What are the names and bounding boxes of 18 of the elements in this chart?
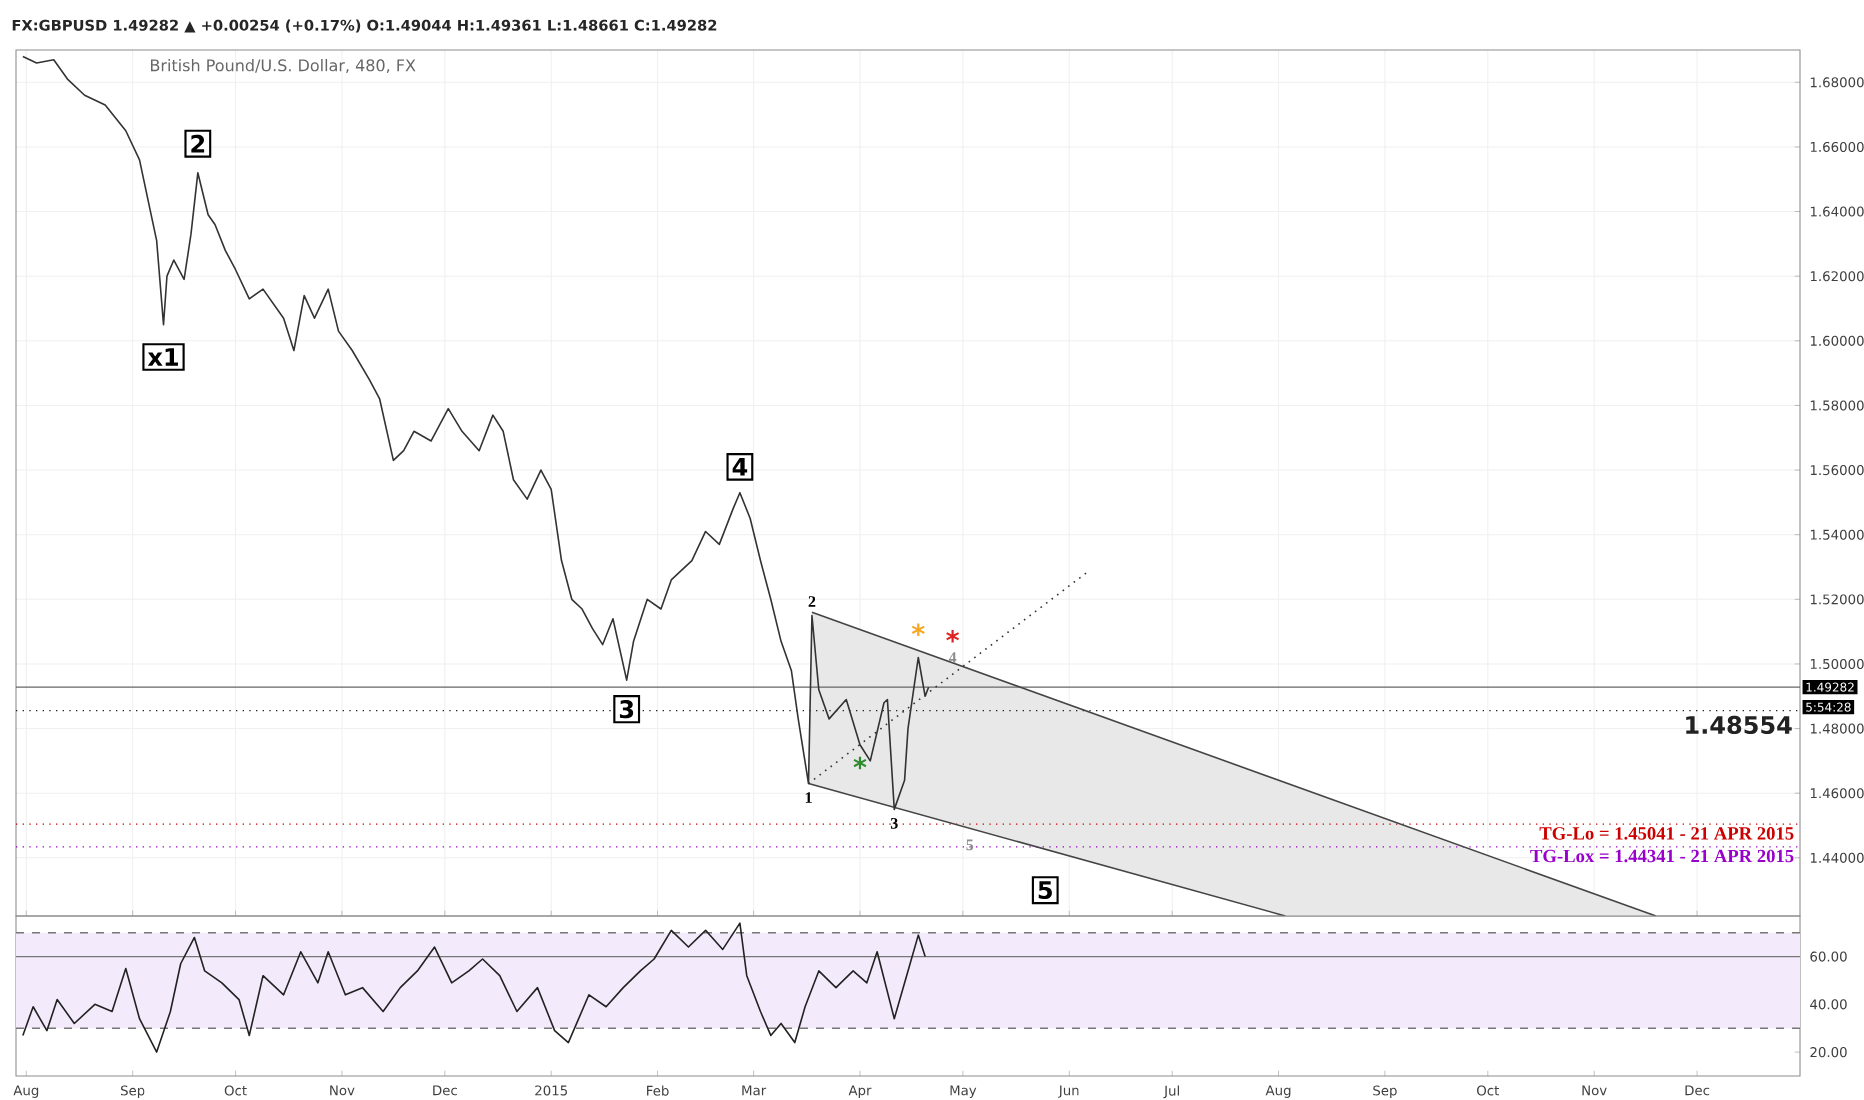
annotation: 2 [808, 596, 816, 607]
ref-line-label: TG-Lox = 1.44341 - 21 APR 2015 [1530, 849, 1794, 863]
annotation: 4 [948, 652, 957, 663]
ref-line-label: TG-Lo = 1.45041 - 21 APR 2015 [1539, 827, 1794, 840]
annotation: 3 [890, 817, 898, 829]
annotation: 3 [619, 700, 634, 719]
annotation: 4 [732, 458, 748, 476]
line-series [22, 922, 926, 1053]
annotation: * [911, 623, 925, 636]
chart-title: British Pound/U.S. Dollar, 480, FX [151, 58, 416, 74]
annotation: 1 [805, 792, 812, 803]
ref-line-label: 1.48554 [1686, 715, 1792, 735]
annotation: 5 [966, 839, 974, 851]
annotation: * [946, 630, 960, 643]
annotation: x1 [147, 348, 178, 366]
annotation: * [853, 756, 867, 770]
annotation: 2 [191, 134, 205, 153]
annotation: 5 [1038, 881, 1052, 900]
